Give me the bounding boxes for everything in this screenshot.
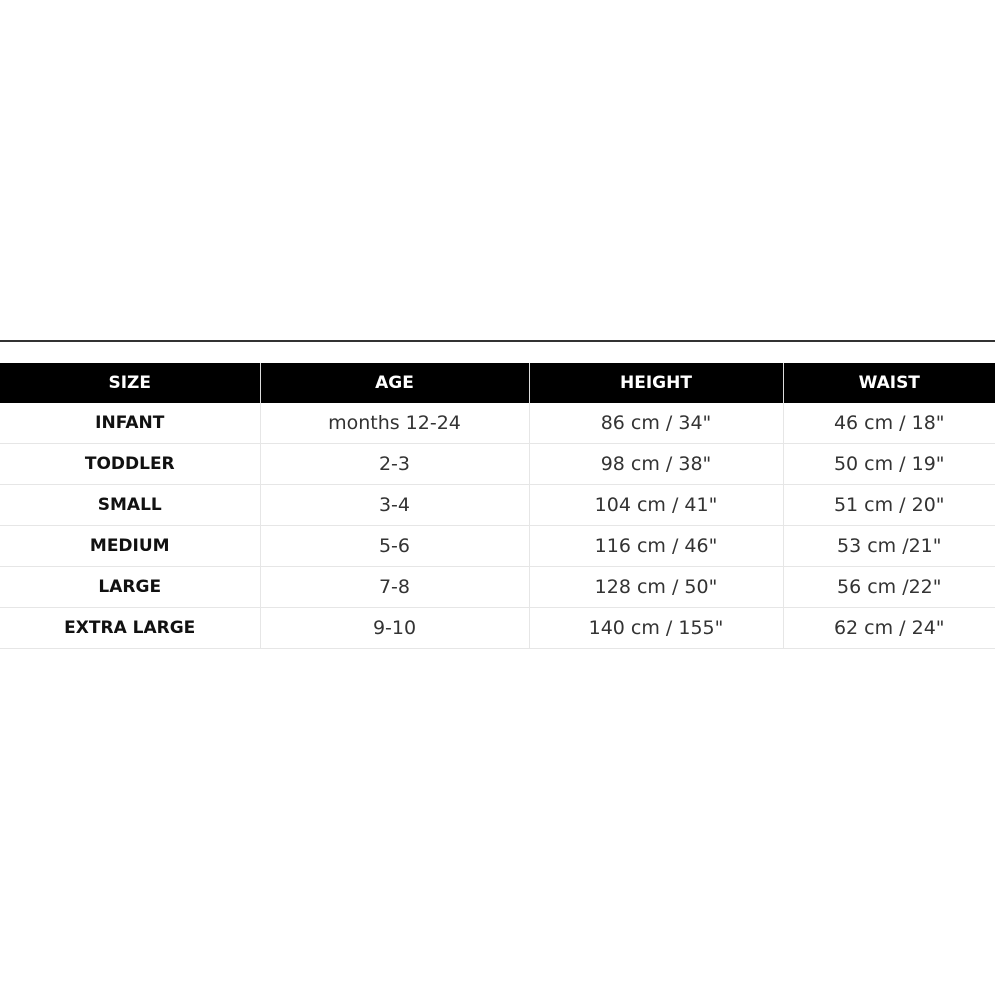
cell-waist: 51 cm / 20"	[782, 484, 995, 526]
cell-waist: 46 cm / 18"	[782, 403, 995, 444]
cell-age: months 12-24	[259, 403, 529, 444]
cell-height: 116 cm / 46"	[528, 525, 783, 567]
cell-age: 2-3	[259, 443, 529, 485]
header-row: SIZE AGE HEIGHT WAIST	[0, 363, 995, 403]
cell-height: 98 cm / 38"	[528, 443, 783, 485]
table-row: TODDLER 2-3 98 cm / 38" 50 cm / 19"	[0, 443, 995, 485]
table-row: INFANT months 12-24 86 cm / 34" 46 cm / 18"	[0, 403, 995, 444]
cell-height: 86 cm / 34"	[528, 403, 783, 444]
cell-size: EXTRA LARGE	[0, 607, 260, 649]
cell-waist: 62 cm / 24"	[782, 607, 995, 649]
size-chart-table: SIZE AGE HEIGHT WAIST INFANT months 12-24…	[0, 363, 995, 649]
cell-height: 104 cm / 41"	[528, 484, 783, 526]
cell-age: 7-8	[259, 566, 529, 608]
cell-size: SMALL	[0, 484, 260, 526]
header-waist: WAIST	[782, 363, 995, 403]
cell-height: 128 cm / 50"	[528, 566, 783, 608]
header-height: HEIGHT	[528, 363, 783, 403]
header-age: AGE	[259, 363, 529, 403]
cell-age: 5-6	[259, 525, 529, 567]
divider	[0, 340, 995, 342]
cell-size: INFANT	[0, 403, 260, 444]
cell-age: 9-10	[259, 607, 529, 649]
table-row: EXTRA LARGE 9-10 140 cm / 155" 62 cm / 24"	[0, 607, 995, 649]
cell-height: 140 cm / 155"	[528, 607, 783, 649]
cell-size: LARGE	[0, 566, 260, 608]
cell-waist: 56 cm /22"	[782, 566, 995, 608]
cell-size: TODDLER	[0, 443, 260, 485]
table-row: LARGE 7-8 128 cm / 50" 56 cm /22"	[0, 566, 995, 608]
cell-age: 3-4	[259, 484, 529, 526]
cell-size: MEDIUM	[0, 525, 260, 567]
table-row: SMALL 3-4 104 cm / 41" 51 cm / 20"	[0, 484, 995, 526]
cell-waist: 50 cm / 19"	[782, 443, 995, 485]
table-row: MEDIUM 5-6 116 cm / 46" 53 cm /21"	[0, 525, 995, 567]
header-size: SIZE	[0, 363, 260, 403]
cell-waist: 53 cm /21"	[782, 525, 995, 567]
